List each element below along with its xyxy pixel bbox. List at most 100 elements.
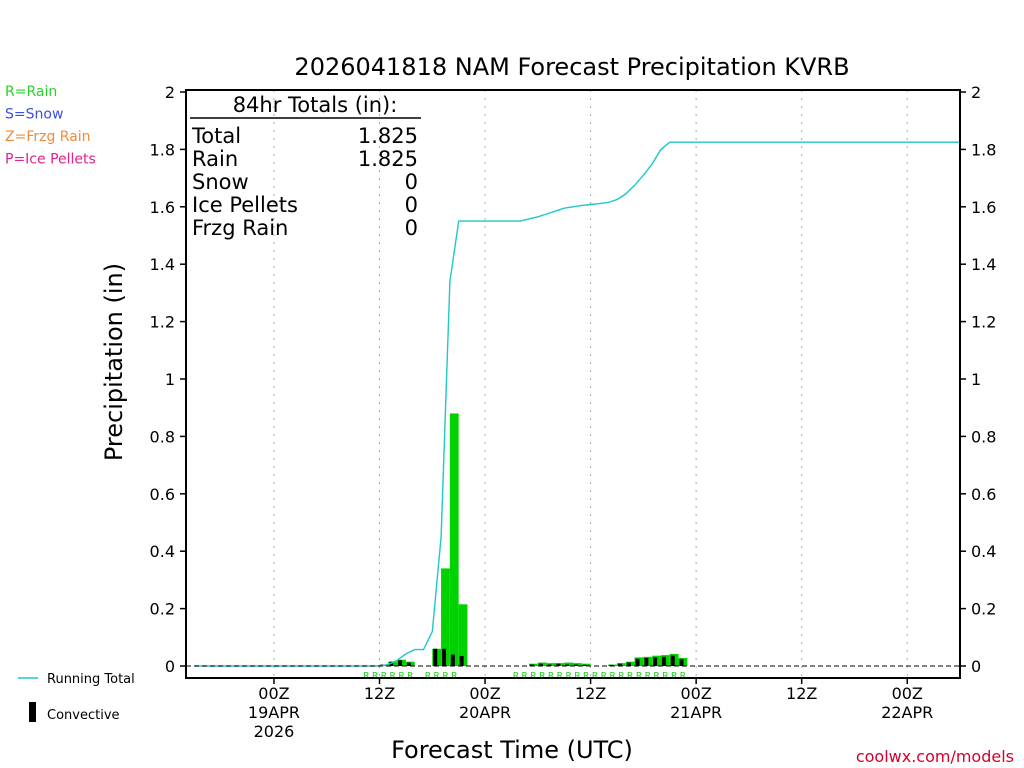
y-tick-label: 1.6 — [971, 198, 996, 217]
precip-type-mark: R — [601, 671, 608, 682]
convective-bar — [398, 660, 403, 666]
precip-type-mark: R — [372, 671, 379, 682]
y-axis-left: 0 0.2 0.4 0.6 0.8 1 1.2 1.4 1.6 1.8 2 — [150, 83, 186, 676]
rain-bar — [564, 662, 573, 666]
convective-bar — [442, 648, 447, 666]
convective-bar — [565, 664, 570, 666]
precip-type-mark: R — [390, 671, 397, 682]
y-tick-label: 0.2 — [971, 600, 996, 619]
y-tick-label: 1.2 — [150, 313, 175, 332]
y-tick-label: 1 — [971, 370, 981, 389]
y-axis-title: Precipitation (in) — [100, 263, 128, 461]
convective-bar — [679, 659, 684, 666]
precip-type-key: R=Rain S=Snow Z=Frzg Rain P=Ice Pellets — [5, 84, 96, 168]
totals-row-value: 1.825 — [358, 124, 418, 148]
precip-type-mark: R — [574, 671, 581, 682]
x-tick-label: 19APR — [248, 703, 300, 722]
convective-bar — [556, 663, 561, 666]
precip-type-mark: R — [662, 671, 669, 682]
convective-bar — [530, 664, 534, 666]
x-tick-label: 22APR — [881, 703, 933, 722]
convective-bar — [459, 655, 464, 666]
x-tick-label: 00Z — [892, 684, 923, 703]
y-tick-label: 0.6 — [971, 485, 996, 504]
precip-type-key-item: P=Ice Pellets — [5, 152, 96, 168]
precip-type-mark: R — [680, 671, 687, 682]
y-tick-label: 2 — [165, 83, 175, 102]
y-tick-label: 1.2 — [971, 313, 996, 332]
convective-legend-swatch — [29, 702, 36, 722]
y-axis-right: 0 0.2 0.4 0.6 0.8 1 1.2 1.4 1.6 1.8 2 — [960, 83, 996, 676]
x-tick-label: 2026 — [254, 722, 295, 741]
precip-type-mark: R — [671, 671, 678, 682]
convective-bar — [582, 664, 587, 666]
y-tick-label: 0.6 — [150, 485, 175, 504]
rain-bar — [458, 604, 468, 666]
y-tick-label: 1.6 — [150, 198, 175, 217]
precip-type-key-item: Z=Frzg Rain — [5, 129, 91, 145]
totals-row-label: Rain — [192, 147, 238, 171]
convective-bar — [609, 664, 614, 666]
precip-type-mark: R — [548, 671, 555, 682]
chart-title: 2026041818 NAM Forecast Precipitation KV… — [294, 53, 849, 81]
totals-row-label: Frzg Rain — [192, 216, 288, 240]
rain-bar — [441, 568, 450, 666]
precip-type-mark: R — [654, 671, 661, 682]
totals-box: 84hr Totals (in): Total 1.825 Rain 1.825 Snow… — [190, 93, 421, 240]
y-tick-label: 1.8 — [150, 140, 175, 159]
convective-bar — [406, 662, 411, 666]
x-tick-label: 21APR — [670, 703, 722, 722]
precip-type-mark: R — [583, 671, 590, 682]
legend-label: Running Total — [47, 672, 135, 687]
precip-type-mark: R — [381, 671, 388, 682]
convective-bar — [626, 662, 631, 666]
y-tick-label: 0.2 — [150, 600, 175, 619]
precip-type-mark: R — [636, 671, 643, 682]
precip-type-mark: R — [522, 671, 529, 682]
x-tick-label: 00Z — [680, 684, 711, 703]
y-tick-label: 0.8 — [150, 427, 175, 446]
plot-frame — [185, 89, 961, 679]
x-tick-label: 12Z — [786, 684, 817, 703]
convective-bar — [547, 664, 552, 666]
x-tick-label: 20APR — [459, 703, 511, 722]
convective-bar — [450, 654, 455, 666]
totals-row-value: 0 — [405, 193, 418, 217]
precip-type-mark: R — [513, 671, 520, 682]
rain-bar — [449, 413, 459, 666]
precip-type-key-item: S=Snow — [5, 107, 63, 123]
totals-row-value: 0 — [405, 216, 418, 240]
y-tick-label: 0 — [165, 657, 175, 676]
precip-type-mark: R — [618, 671, 625, 682]
precip-type-mark: R — [451, 671, 458, 682]
totals-row-label: Total — [191, 124, 241, 148]
legend: Running Total Convective — [18, 672, 135, 723]
precip-type-mark: R — [557, 671, 564, 682]
precip-type-mark: R — [398, 671, 405, 682]
precip-type-mark: R — [363, 671, 370, 682]
convective-bar — [635, 658, 640, 666]
precip-type-mark: R — [530, 671, 537, 682]
x-tick-label: 00Z — [469, 684, 500, 703]
totals-heading: 84hr Totals (in): — [233, 93, 398, 117]
precip-type-mark: R — [566, 671, 573, 682]
totals-row-label: Snow — [192, 170, 249, 194]
y-tick-label: 1 — [165, 370, 175, 389]
y-tick-label: 1.4 — [150, 255, 175, 274]
precip-type-mark: R — [592, 671, 599, 682]
convective-bar — [574, 664, 578, 666]
precip-type-key-item: R=Rain — [5, 84, 57, 100]
x-tick-label: 12Z — [575, 684, 606, 703]
precip-type-mark: R — [539, 671, 546, 682]
y-tick-label: 1.4 — [971, 255, 996, 274]
y-tick-label: 0.4 — [150, 542, 175, 561]
precip-type-mark: R — [610, 671, 617, 682]
convective-bar — [433, 648, 438, 666]
y-tick-label: 0.4 — [971, 542, 996, 561]
precip-type-mark: R — [407, 671, 414, 682]
precip-type-mark: R — [442, 671, 449, 682]
y-tick-label: 0.8 — [971, 427, 996, 446]
